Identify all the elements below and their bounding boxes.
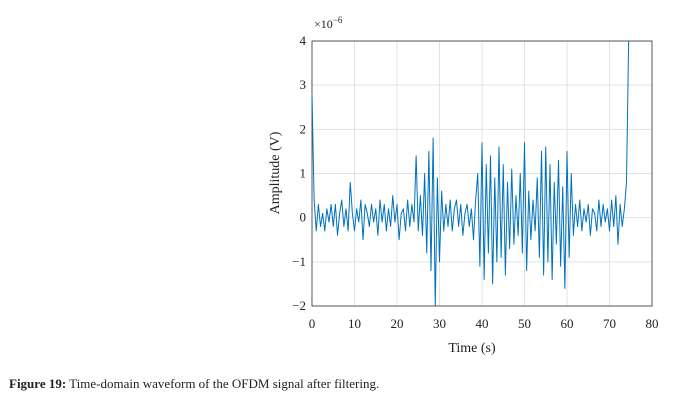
caption: Figure 19: Time-domain waveform of the O… (9, 376, 379, 392)
line-series (311, 40, 630, 307)
x-tick-label: 10 (348, 316, 361, 331)
x-tick-label: 50 (518, 316, 531, 331)
x-axis-label: Time (s) (448, 341, 496, 356)
multiplier-base: ×10 (314, 17, 333, 31)
y-tick-label: 2 (300, 121, 307, 136)
y-multiplier: ×10−6 (314, 15, 343, 31)
y-tick-label: 1 (300, 166, 307, 181)
x-tick-label: 30 (433, 316, 446, 331)
x-tick-label: 70 (603, 316, 616, 331)
y-tick-label: 4 (300, 33, 307, 48)
multiplier-exponent: −6 (333, 15, 343, 25)
caption-label: Figure 19: (9, 376, 67, 391)
x-tick-label: 40 (476, 316, 489, 331)
y-axis-label: Amplitude (V) (268, 131, 283, 214)
x-tick-label: 80 (646, 316, 659, 331)
y-tick-label: −2 (292, 298, 306, 313)
caption-text: Time-domain waveform of the OFDM signal … (66, 376, 380, 391)
plot-frame (311, 40, 653, 307)
y-tick-label: 0 (300, 210, 307, 225)
x-tick-label: 60 (561, 316, 574, 331)
y-tick-label: −1 (292, 254, 306, 269)
x-tick-label: 20 (391, 316, 404, 331)
y-tick-label: 3 (300, 77, 307, 92)
x-tick-label: 0 (309, 316, 316, 331)
